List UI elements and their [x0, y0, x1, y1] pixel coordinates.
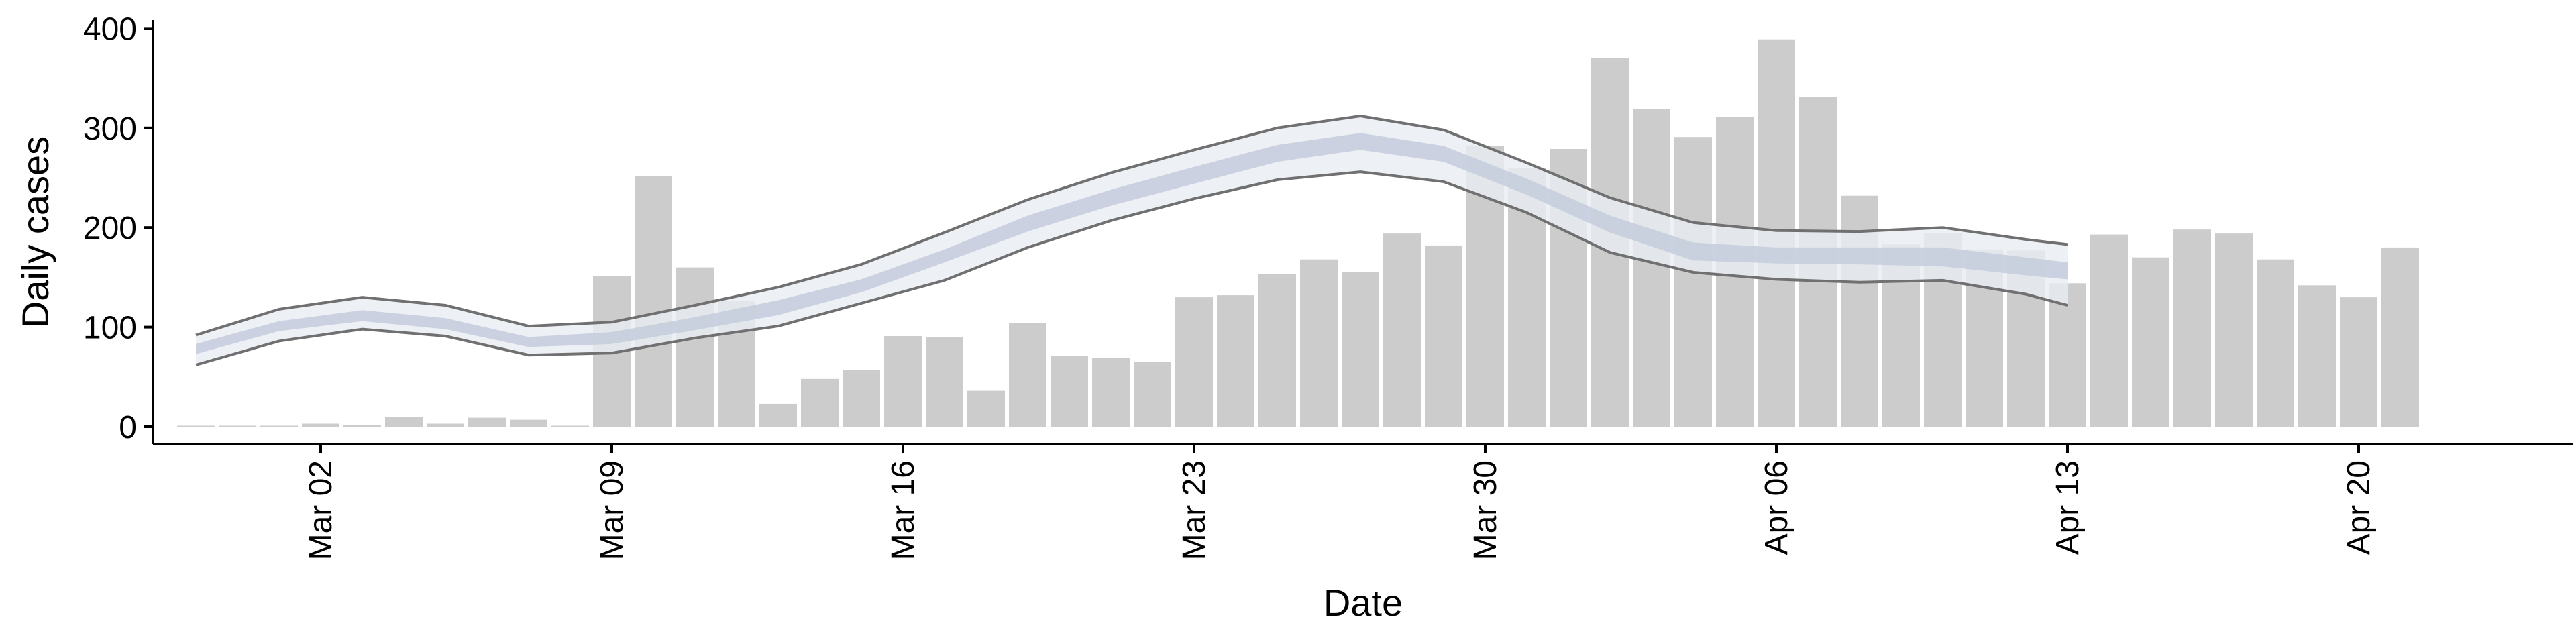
bars-layer: [177, 39, 2419, 427]
bar: [884, 336, 922, 427]
bar: [2215, 233, 2253, 427]
bar: [843, 370, 880, 427]
bar: [1425, 245, 1462, 427]
x-tick-label: Mar 16: [885, 460, 921, 560]
bar: [1633, 109, 1670, 427]
bar: [1134, 362, 1171, 427]
bar: [1217, 295, 1254, 427]
x-tick-label: Mar 23: [1177, 460, 1212, 560]
y-axis-title: Daily cases: [14, 136, 56, 328]
bar: [427, 423, 464, 427]
bar: [2049, 283, 2086, 427]
bar: [343, 425, 381, 427]
lower-bound-line: [195, 170, 2068, 366]
bar: [468, 417, 506, 427]
bar: [1383, 233, 1421, 427]
x-tick-label: Mar 02: [303, 460, 339, 560]
upper-bound-line: [195, 114, 2068, 337]
bar: [2132, 257, 2169, 427]
x-axis-title: Date: [1324, 582, 1403, 624]
bar: [2090, 234, 2128, 427]
x-tick-label: Mar 09: [594, 460, 630, 560]
bar: [926, 337, 963, 427]
bar: [551, 425, 589, 427]
bar: [1342, 272, 1379, 427]
y-tick-label: 0: [119, 410, 137, 445]
bar: [2257, 259, 2294, 427]
bar: [676, 267, 714, 427]
x-tick-label: Mar 30: [1468, 460, 1503, 560]
bar: [1674, 137, 1712, 427]
bar: [510, 419, 547, 427]
bar: [302, 423, 339, 427]
model-layer: [195, 114, 2068, 366]
bar: [1175, 297, 1213, 427]
x-tick-label: Apr 06: [1759, 460, 1794, 555]
bar: [967, 390, 1005, 427]
bar: [385, 417, 423, 427]
bar: [635, 176, 672, 427]
bar: [759, 403, 797, 427]
bar: [2174, 229, 2211, 427]
bar: [1258, 274, 1296, 427]
outer-interval-band: [196, 116, 2068, 365]
bar: [177, 425, 215, 427]
bar: [2381, 247, 2419, 427]
bar: [1009, 323, 1046, 427]
bar: [801, 378, 839, 427]
y-tick-label: 300: [83, 111, 137, 147]
bar: [1300, 259, 1338, 427]
y-tick-label: 100: [83, 311, 137, 346]
x-tick-label: Apr 20: [2341, 460, 2377, 555]
bar: [219, 425, 256, 427]
y-tick-label: 400: [83, 11, 137, 47]
bar: [2298, 285, 2336, 427]
y-tick-label: 200: [83, 211, 137, 246]
bar: [1092, 358, 1130, 427]
inner-interval-band: [196, 133, 2068, 354]
bar: [2340, 297, 2377, 427]
x-axis: Mar 02 Mar 09 Mar 16 Mar 23 Mar 30 Apr 06 Apr …: [153, 443, 2573, 560]
bar: [1051, 356, 1088, 427]
y-axis: 0 100 200 300 400: [83, 11, 154, 445]
bar: [260, 425, 298, 427]
x-tick-label: Apr 13: [2050, 460, 2086, 555]
